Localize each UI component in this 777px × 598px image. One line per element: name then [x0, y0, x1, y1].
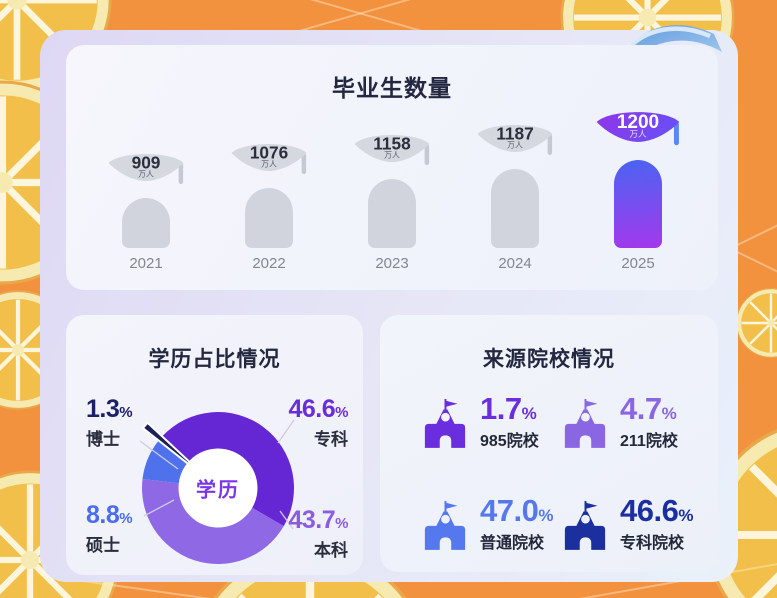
graduate-figure-body	[122, 198, 170, 248]
school-label: 211院校	[620, 433, 678, 450]
year-label: 2023	[375, 255, 409, 272]
graduates-title: 毕业生数量	[332, 75, 452, 101]
school-stat: 4.7% 211院校	[620, 393, 678, 451]
school-building-icon	[564, 501, 606, 550]
school-stat: 47.0% 普通院校	[480, 495, 553, 553]
lemon-slice-icon	[736, 288, 777, 358]
graduate-figure-2024: 1187 万人 2024	[465, 116, 565, 272]
school-building-icon	[564, 399, 606, 448]
graduate-figure-2021: 909 万人 2021	[96, 145, 196, 272]
year-label: 2021	[129, 255, 163, 272]
school-percent: 46.6%	[620, 493, 693, 528]
graduate-figure-body	[368, 179, 416, 248]
degree-card: 学历占比情况 学历 1.3% 博士 46.6% 专科 8.8% 硕士 43.7%…	[66, 315, 363, 575]
svg-text:万人: 万人	[138, 170, 154, 179]
graduate-figure-2025: 1200 万人 2025	[588, 102, 688, 272]
school-building-icon	[424, 399, 466, 448]
svg-text:万人: 万人	[261, 160, 277, 169]
school-building-icon	[424, 501, 466, 550]
school-label: 985院校	[480, 433, 539, 450]
master-percent: 8.8%	[86, 501, 133, 529]
donut-center-label: 学历	[196, 479, 240, 502]
doctor-percent: 1.3%	[86, 395, 133, 423]
svg-text:万人: 万人	[384, 151, 400, 160]
school-item-211院校: 4.7% 211院校	[562, 393, 702, 451]
school-percent: 1.7%	[480, 391, 537, 426]
svg-text:909: 909	[132, 152, 161, 172]
slice-label-master: 8.8% 硕士	[86, 501, 133, 556]
school-stat: 46.6% 专科院校	[620, 495, 693, 553]
svg-text:1200: 1200	[617, 112, 659, 133]
associate-label: 专科	[314, 430, 348, 449]
year-label: 2024	[498, 255, 532, 272]
donut-hole	[178, 448, 258, 528]
year-label: 2025	[621, 255, 655, 272]
schools-card: 来源院校情况 1.7% 985院校 4.7% 211院校 47.0% 普通院校 46.6% 专…	[380, 315, 718, 572]
school-item-985院校: 1.7% 985院校	[422, 393, 562, 451]
graduate-figure-body	[614, 160, 662, 248]
graduate-figure-2022: 1076 万人 2022	[219, 135, 319, 272]
svg-text:1076: 1076	[250, 142, 288, 162]
school-percent: 47.0%	[480, 493, 553, 528]
graduates-card: 毕业生数量 909 万人 2021 1076 万人 2022 1158 万人 2023 1187 万…	[66, 45, 718, 290]
schools-grid: 1.7% 985院校 4.7% 211院校 47.0% 普通院校 46.6% 专科院校	[422, 393, 702, 553]
school-label: 专科院校	[620, 535, 685, 552]
school-item-普通院校: 47.0% 普通院校	[422, 495, 562, 553]
doctor-label: 博士	[86, 430, 120, 449]
slice-label-associate: 46.6% 专科	[288, 395, 348, 450]
svg-text:万人: 万人	[507, 141, 523, 150]
bachelor-label: 本科	[314, 541, 348, 560]
svg-text:1187: 1187	[496, 123, 533, 143]
school-label: 普通院校	[480, 535, 545, 552]
school-stat: 1.7% 985院校	[480, 393, 539, 451]
schools-title: 来源院校情况	[483, 348, 615, 371]
slice-label-doctor: 1.3% 博士	[86, 395, 133, 450]
graduate-figure-2023: 1158 万人 2023	[342, 126, 442, 272]
school-percent: 4.7%	[620, 391, 677, 426]
master-label: 硕士	[86, 536, 120, 555]
associate-percent: 46.6%	[288, 395, 348, 423]
bachelor-percent: 43.7%	[288, 506, 348, 534]
degree-donut-chart	[139, 411, 295, 565]
svg-text:万人: 万人	[629, 129, 647, 139]
school-item-专科院校: 46.6% 专科院校	[562, 495, 702, 553]
year-label: 2022	[252, 255, 286, 272]
graduate-figure-body	[245, 188, 293, 248]
graduates-chart: 909 万人 2021 1076 万人 2022 1158 万人 2023 1187 万人 2024 1…	[96, 92, 688, 272]
leader-lines	[139, 419, 295, 530]
degree-title: 学历占比情况	[148, 348, 281, 371]
slice-label-bachelor: 43.7% 本科	[288, 506, 348, 561]
graduate-figure-body	[491, 169, 539, 248]
svg-text:1158: 1158	[373, 133, 411, 153]
